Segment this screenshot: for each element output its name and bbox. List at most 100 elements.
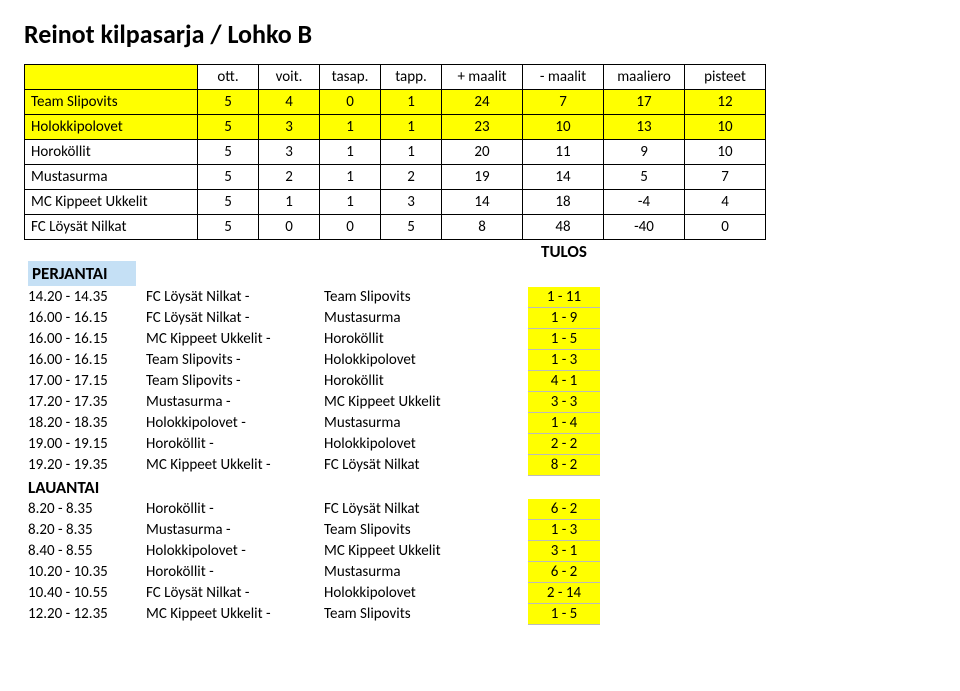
match-row: 14.20 - 14.35FC Löysät Nilkat -Team Slip… <box>24 287 600 308</box>
stat-cell: 48 <box>523 215 604 240</box>
col-minus: - maalit <box>523 65 604 90</box>
stat-cell: 5 <box>198 90 259 115</box>
match-row: 18.20 - 18.35Holokkipolovet -Mustasurma1… <box>24 413 600 434</box>
stat-cell: 5 <box>198 190 259 215</box>
col-points: pisteet <box>685 65 766 90</box>
match-score: 1 - 3 <box>528 350 600 371</box>
standings-table: ott. voit. tasap. tapp. + maalit - maali… <box>24 64 766 240</box>
col-diff: maaliero <box>604 65 685 90</box>
match-team-b: Holokkipolovet <box>320 434 528 455</box>
stat-cell: 1 <box>320 140 381 165</box>
team-name: Horoköllit <box>25 140 198 165</box>
team-name: Holokkipolovet <box>25 115 198 140</box>
col-tapp: tapp. <box>381 65 442 90</box>
standings-header: ott. voit. tasap. tapp. + maalit - maali… <box>25 65 766 90</box>
match-row: 8.20 - 8.35Horoköllit -FC Löysät Nilkat6… <box>24 499 600 520</box>
stat-cell: 5 <box>198 115 259 140</box>
schedule-table: PERJANTAI TULOS 14.20 - 14.35FC Löysät N… <box>24 240 600 625</box>
match-team-b: Team Slipovits <box>320 604 528 625</box>
stat-cell: -40 <box>604 215 685 240</box>
match-team-a: Team Slipovits - <box>142 350 320 371</box>
match-time: 16.00 - 16.15 <box>24 329 142 350</box>
match-row: 10.20 - 10.35Horoköllit -Mustasurma6 - 2 <box>24 562 600 583</box>
stat-cell: 14 <box>442 190 523 215</box>
match-team-a: Horoköllit - <box>142 434 320 455</box>
stat-cell: -4 <box>604 190 685 215</box>
match-team-a: Holokkipolovet - <box>142 413 320 434</box>
match-team-b: Holokkipolovet <box>320 583 528 604</box>
match-row: 17.20 - 17.35Mustasurma -MC Kippeet Ukke… <box>24 392 600 413</box>
match-team-a: Team Slipovits - <box>142 371 320 392</box>
stat-cell: 5 <box>604 165 685 190</box>
match-score: 6 - 2 <box>528 562 600 583</box>
match-score: 3 - 3 <box>528 392 600 413</box>
stat-cell: 3 <box>259 140 320 165</box>
stat-cell: 10 <box>685 115 766 140</box>
match-score: 1 - 3 <box>528 520 600 541</box>
stat-cell: 4 <box>259 90 320 115</box>
match-time: 17.20 - 17.35 <box>24 392 142 413</box>
stat-cell: 1 <box>381 140 442 165</box>
team-name: Team Slipovits <box>25 90 198 115</box>
match-score: 1 - 5 <box>528 329 600 350</box>
match-team-b: Team Slipovits <box>320 287 528 308</box>
stat-cell: 19 <box>442 165 523 190</box>
match-time: 19.20 - 19.35 <box>24 455 142 476</box>
match-team-a: Holokkipolovet - <box>142 541 320 562</box>
match-team-a: Mustasurma - <box>142 520 320 541</box>
standings-body: Team Slipovits54012471712Holokkipolovet5… <box>25 90 766 240</box>
stat-cell: 24 <box>442 90 523 115</box>
stat-cell: 10 <box>523 115 604 140</box>
col-team <box>25 65 198 90</box>
match-row: 10.40 - 10.55FC Löysät Nilkat -Holokkipo… <box>24 583 600 604</box>
stat-cell: 18 <box>523 190 604 215</box>
stat-cell: 20 <box>442 140 523 165</box>
match-team-b: Team Slipovits <box>320 520 528 541</box>
match-score: 2 - 14 <box>528 583 600 604</box>
match-score: 6 - 2 <box>528 499 600 520</box>
match-time: 8.40 - 8.55 <box>24 541 142 562</box>
match-time: 16.00 - 16.15 <box>24 308 142 329</box>
match-row: 16.00 - 16.15MC Kippeet Ukkelit -Horoköl… <box>24 329 600 350</box>
stat-cell: 9 <box>604 140 685 165</box>
col-tasap: tasap. <box>320 65 381 90</box>
match-team-b: FC Löysät Nilkat <box>320 499 528 520</box>
match-team-b: Horoköllit <box>320 371 528 392</box>
stat-cell: 5 <box>198 215 259 240</box>
match-team-b: Mustasurma <box>320 413 528 434</box>
match-score: 1 - 11 <box>528 287 600 308</box>
table-row: Team Slipovits54012471712 <box>25 90 766 115</box>
match-team-a: FC Löysät Nilkat - <box>142 308 320 329</box>
stat-cell: 7 <box>523 90 604 115</box>
perjantai-label: PERJANTAI <box>28 261 136 286</box>
match-team-a: FC Löysät Nilkat - <box>142 583 320 604</box>
stat-cell: 2 <box>259 165 320 190</box>
stat-cell: 1 <box>320 115 381 140</box>
stat-cell: 14 <box>523 165 604 190</box>
match-time: 16.00 - 16.15 <box>24 350 142 371</box>
stat-cell: 1 <box>320 165 381 190</box>
match-time: 10.40 - 10.55 <box>24 583 142 604</box>
match-team-a: MC Kippeet Ukkelit - <box>142 329 320 350</box>
match-team-a: MC Kippeet Ukkelit - <box>142 604 320 625</box>
stat-cell: 1 <box>320 190 381 215</box>
match-team-a: MC Kippeet Ukkelit - <box>142 455 320 476</box>
col-ott: ott. <box>198 65 259 90</box>
match-row: 19.00 - 19.15Horoköllit -Holokkipolovet2… <box>24 434 600 455</box>
match-team-b: Mustasurma <box>320 562 528 583</box>
stat-cell: 0 <box>320 215 381 240</box>
match-score: 3 - 1 <box>528 541 600 562</box>
page-title: Reinot kilpasarja / Lohko B <box>24 18 936 50</box>
stat-cell: 13 <box>604 115 685 140</box>
stat-cell: 0 <box>320 90 381 115</box>
match-team-b: FC Löysät Nilkat <box>320 455 528 476</box>
match-time: 18.20 - 18.35 <box>24 413 142 434</box>
match-score: 2 - 2 <box>528 434 600 455</box>
stat-cell: 2 <box>381 165 442 190</box>
stat-cell: 3 <box>259 115 320 140</box>
table-row: Mustasurma5212191457 <box>25 165 766 190</box>
match-row: 19.20 - 19.35MC Kippeet Ukkelit -FC Löys… <box>24 455 600 476</box>
stat-cell: 3 <box>381 190 442 215</box>
match-row: 8.40 - 8.55Holokkipolovet -MC Kippeet Uk… <box>24 541 600 562</box>
stat-cell: 17 <box>604 90 685 115</box>
